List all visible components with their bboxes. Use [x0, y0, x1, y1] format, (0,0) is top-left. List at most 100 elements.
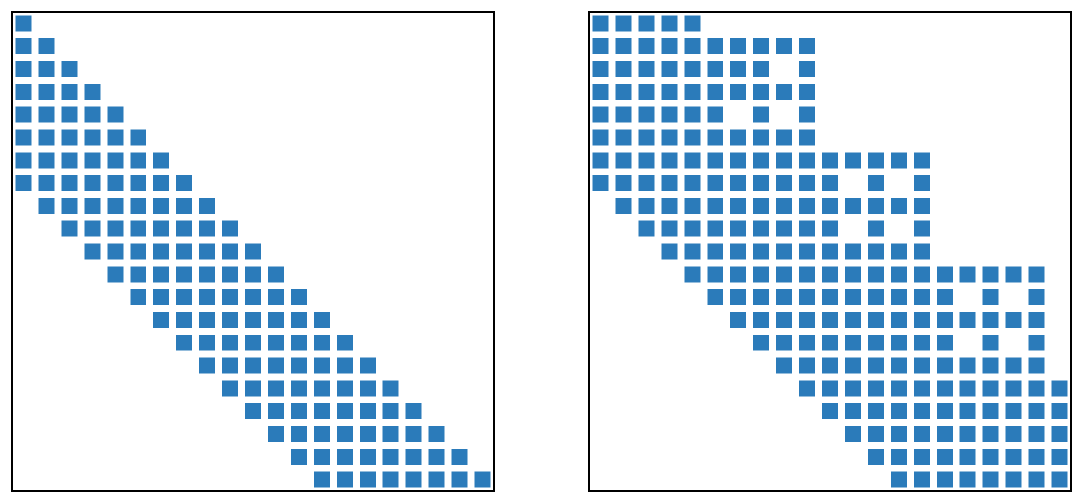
matrix-entry-r11-c8 — [776, 266, 793, 283]
matrix-entry-r20-c18 — [1005, 471, 1022, 488]
matrix-entry-r14-c10 — [245, 334, 261, 351]
matrix-entry-r12-c5 — [130, 289, 147, 306]
matrix-entry-r1-c5 — [707, 38, 724, 55]
matrix-entry-r16-c19 — [1028, 380, 1045, 397]
matrix-entry-r6-c7 — [753, 152, 770, 169]
matrix-entry-r6-c4 — [107, 152, 124, 169]
matrix-entry-r6-c10 — [822, 152, 838, 169]
matrix-entry-r9-c3 — [661, 220, 678, 237]
matrix-entry-r17-c15 — [936, 403, 953, 420]
matrix-entry-r7-c5 — [130, 175, 147, 192]
matrix-entry-r1-c3 — [661, 38, 678, 55]
matrix-entry-r0-c3 — [661, 15, 678, 32]
matrix-entry-r10-c13 — [890, 243, 907, 260]
matrix-entry-r13-c15 — [936, 311, 953, 328]
matrix-entry-r8-c7 — [753, 197, 770, 214]
matrix-entry-r17-c19 — [1028, 403, 1045, 420]
matrix-entry-r14-c12 — [867, 334, 884, 351]
matrix-entry-r4-c0 — [592, 106, 609, 123]
matrix-entry-r10-c6 — [153, 243, 170, 260]
matrix-entry-r18-c14 — [913, 425, 930, 442]
matrix-entry-r8-c1 — [615, 197, 632, 214]
matrix-entry-r19-c16 — [382, 448, 399, 465]
matrix-entry-r11-c7 — [176, 266, 193, 283]
matrix-entry-r10-c4 — [107, 243, 124, 260]
matrix-entry-r17-c16 — [959, 403, 976, 420]
matrix-entry-r17-c20 — [1051, 403, 1068, 420]
matrix-entry-r3-c3 — [84, 83, 101, 100]
matrix-entry-r17-c17 — [982, 403, 999, 420]
matrix-entry-r2-c2 — [638, 61, 655, 78]
matrix-entry-r12-c9 — [799, 289, 816, 306]
matrix-entry-r10-c3 — [84, 243, 101, 260]
matrix-entry-r9-c12 — [867, 220, 884, 237]
matrix-entry-r6-c0 — [15, 152, 32, 169]
matrix-entry-r12-c17 — [982, 289, 999, 306]
matrix-entry-r8-c9 — [799, 197, 816, 214]
matrix-entry-r5-c2 — [638, 129, 655, 146]
matrix-entry-r8-c7 — [176, 197, 193, 214]
matrix-entry-r17-c13 — [313, 403, 330, 420]
matrix-entry-r11-c4 — [107, 266, 124, 283]
matrix-entry-r15-c14 — [336, 357, 353, 374]
matrix-entry-r7-c8 — [776, 175, 793, 192]
matrix-entry-r8-c2 — [638, 197, 655, 214]
matrix-entry-r4-c2 — [61, 106, 78, 123]
matrix-entry-r15-c13 — [890, 357, 907, 374]
matrix-entry-r16-c16 — [382, 380, 399, 397]
matrix-entry-r9-c6 — [730, 220, 747, 237]
matrix-entry-r13-c11 — [844, 311, 861, 328]
matrix-entry-r18-c18 — [1005, 425, 1022, 442]
matrix-entry-r13-c9 — [222, 311, 239, 328]
matrix-entry-r6-c13 — [890, 152, 907, 169]
matrix-entry-r4-c2 — [638, 106, 655, 123]
matrix-entry-r18-c11 — [267, 425, 284, 442]
matrix-entry-r20-c15 — [936, 471, 953, 488]
matrix-entry-r4-c5 — [707, 106, 724, 123]
matrix-entry-r5-c2 — [61, 129, 78, 146]
matrix-entry-r3-c2 — [61, 83, 78, 100]
matrix-entry-r7-c5 — [707, 175, 724, 192]
matrix-entry-r19-c17 — [982, 448, 999, 465]
matrix-entry-r10-c7 — [176, 243, 193, 260]
matrix-entry-r11-c11 — [844, 266, 861, 283]
matrix-entry-r5-c8 — [776, 129, 793, 146]
matrix-entry-r7-c12 — [867, 175, 884, 192]
matrix-entry-r9-c7 — [753, 220, 770, 237]
matrix-entry-r9-c10 — [822, 220, 838, 237]
matrix-entry-r9-c14 — [913, 220, 930, 237]
matrix-entry-r3-c2 — [638, 83, 655, 100]
matrix-entry-r18-c15 — [936, 425, 953, 442]
matrix-entry-r19-c18 — [1005, 448, 1022, 465]
matrix-entry-r11-c11 — [267, 266, 284, 283]
matrix-entry-r4-c0 — [15, 106, 32, 123]
matrix-entry-r15-c15 — [359, 357, 376, 374]
matrix-entry-r8-c4 — [107, 197, 124, 214]
matrix-entry-r15-c17 — [982, 357, 999, 374]
matrix-entry-r17-c11 — [267, 403, 284, 420]
matrix-entry-r5-c9 — [799, 129, 816, 146]
matrix-entry-r17-c10 — [245, 403, 261, 420]
matrix-entry-r6-c6 — [153, 152, 170, 169]
matrix-entry-r3-c4 — [684, 83, 701, 100]
matrix-entry-r16-c15 — [936, 380, 953, 397]
matrix-entry-r14-c11 — [267, 334, 284, 351]
matrix-entry-r18-c20 — [1051, 425, 1068, 442]
matrix-entry-r14-c8 — [776, 334, 793, 351]
matrix-entry-r18-c15 — [359, 425, 376, 442]
matrix-entry-r3-c3 — [661, 83, 678, 100]
matrix-entry-r16-c10 — [245, 380, 261, 397]
matrix-entry-r19-c18 — [428, 448, 445, 465]
matrix-entry-r1-c1 — [615, 38, 632, 55]
matrix-entry-r16-c12 — [290, 380, 307, 397]
matrix-entry-r11-c9 — [799, 266, 816, 283]
matrix-entry-r19-c12 — [867, 448, 884, 465]
matrix-entry-r15-c16 — [959, 357, 976, 374]
matrix-entry-r16-c14 — [913, 380, 930, 397]
matrix-entry-r5-c1 — [615, 129, 632, 146]
matrix-entry-r7-c10 — [822, 175, 838, 192]
matrix-entry-r15-c14 — [913, 357, 930, 374]
matrix-entry-r10-c10 — [245, 243, 261, 260]
matrix-entry-r9-c8 — [776, 220, 793, 237]
matrix-entry-r9-c5 — [707, 220, 724, 237]
